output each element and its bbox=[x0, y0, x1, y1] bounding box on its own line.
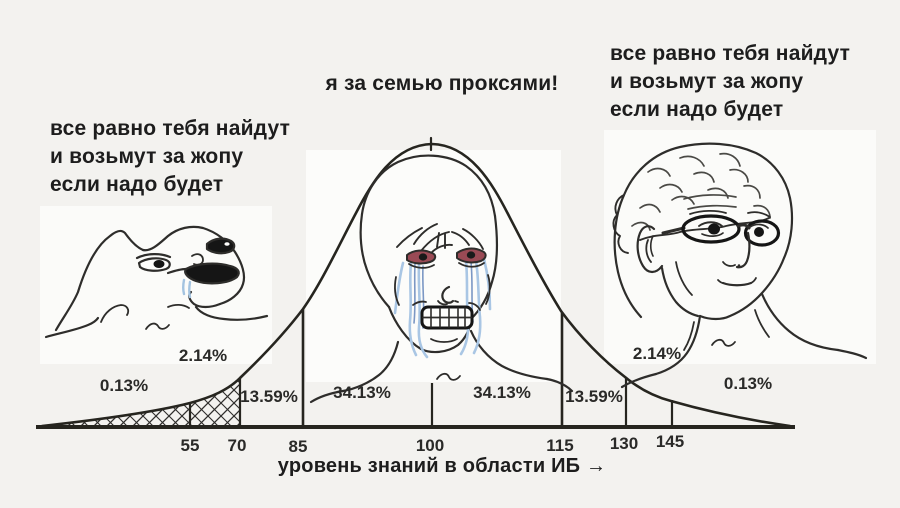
brainless-wojak-icon bbox=[44, 225, 269, 339]
tick-70: 70 bbox=[227, 436, 247, 455]
middle-wojak-caption: я за семью проксями! bbox=[325, 72, 559, 95]
left-wojak-caption: все равно тебя найдут и возьмут за жопу … bbox=[50, 117, 291, 196]
drool bbox=[182, 278, 192, 299]
left-wojak-paste-box bbox=[40, 206, 272, 364]
percent-label-3: 34.13% bbox=[333, 383, 391, 402]
tick-115: 115 bbox=[546, 436, 574, 455]
right-wojak-paste-box bbox=[604, 130, 876, 364]
brow-furrows bbox=[396, 223, 484, 254]
percent-label-1: 2.14% bbox=[178, 346, 228, 365]
tick-145: 145 bbox=[655, 432, 685, 451]
x-axis-label: уровень знаний в области ИБ → bbox=[277, 455, 607, 477]
percent-label-6: 2.14% bbox=[632, 344, 682, 363]
percent-label-7: 0.13% bbox=[723, 374, 773, 393]
brain-squiggles bbox=[631, 152, 771, 231]
tick-130: 130 bbox=[609, 434, 639, 453]
bell-curve-path bbox=[40, 136, 792, 428]
percent-label-5: 13.59% bbox=[565, 387, 623, 406]
tick-100: 100 bbox=[415, 436, 445, 455]
tick-55: 55 bbox=[180, 436, 200, 455]
tick-85: 85 bbox=[288, 437, 308, 456]
glasses-icon bbox=[661, 214, 781, 247]
percent-label-0: 0.13% bbox=[99, 376, 149, 395]
crying-wojak-icon bbox=[309, 154, 574, 404]
right-wojak-caption: все равно тебя найдут и возьмут за жопу … bbox=[610, 42, 851, 121]
big-brain-wojak-icon bbox=[612, 142, 868, 389]
percent-label-2: 13.59% bbox=[240, 387, 298, 406]
percent-label-4: 34.13% bbox=[473, 383, 531, 402]
